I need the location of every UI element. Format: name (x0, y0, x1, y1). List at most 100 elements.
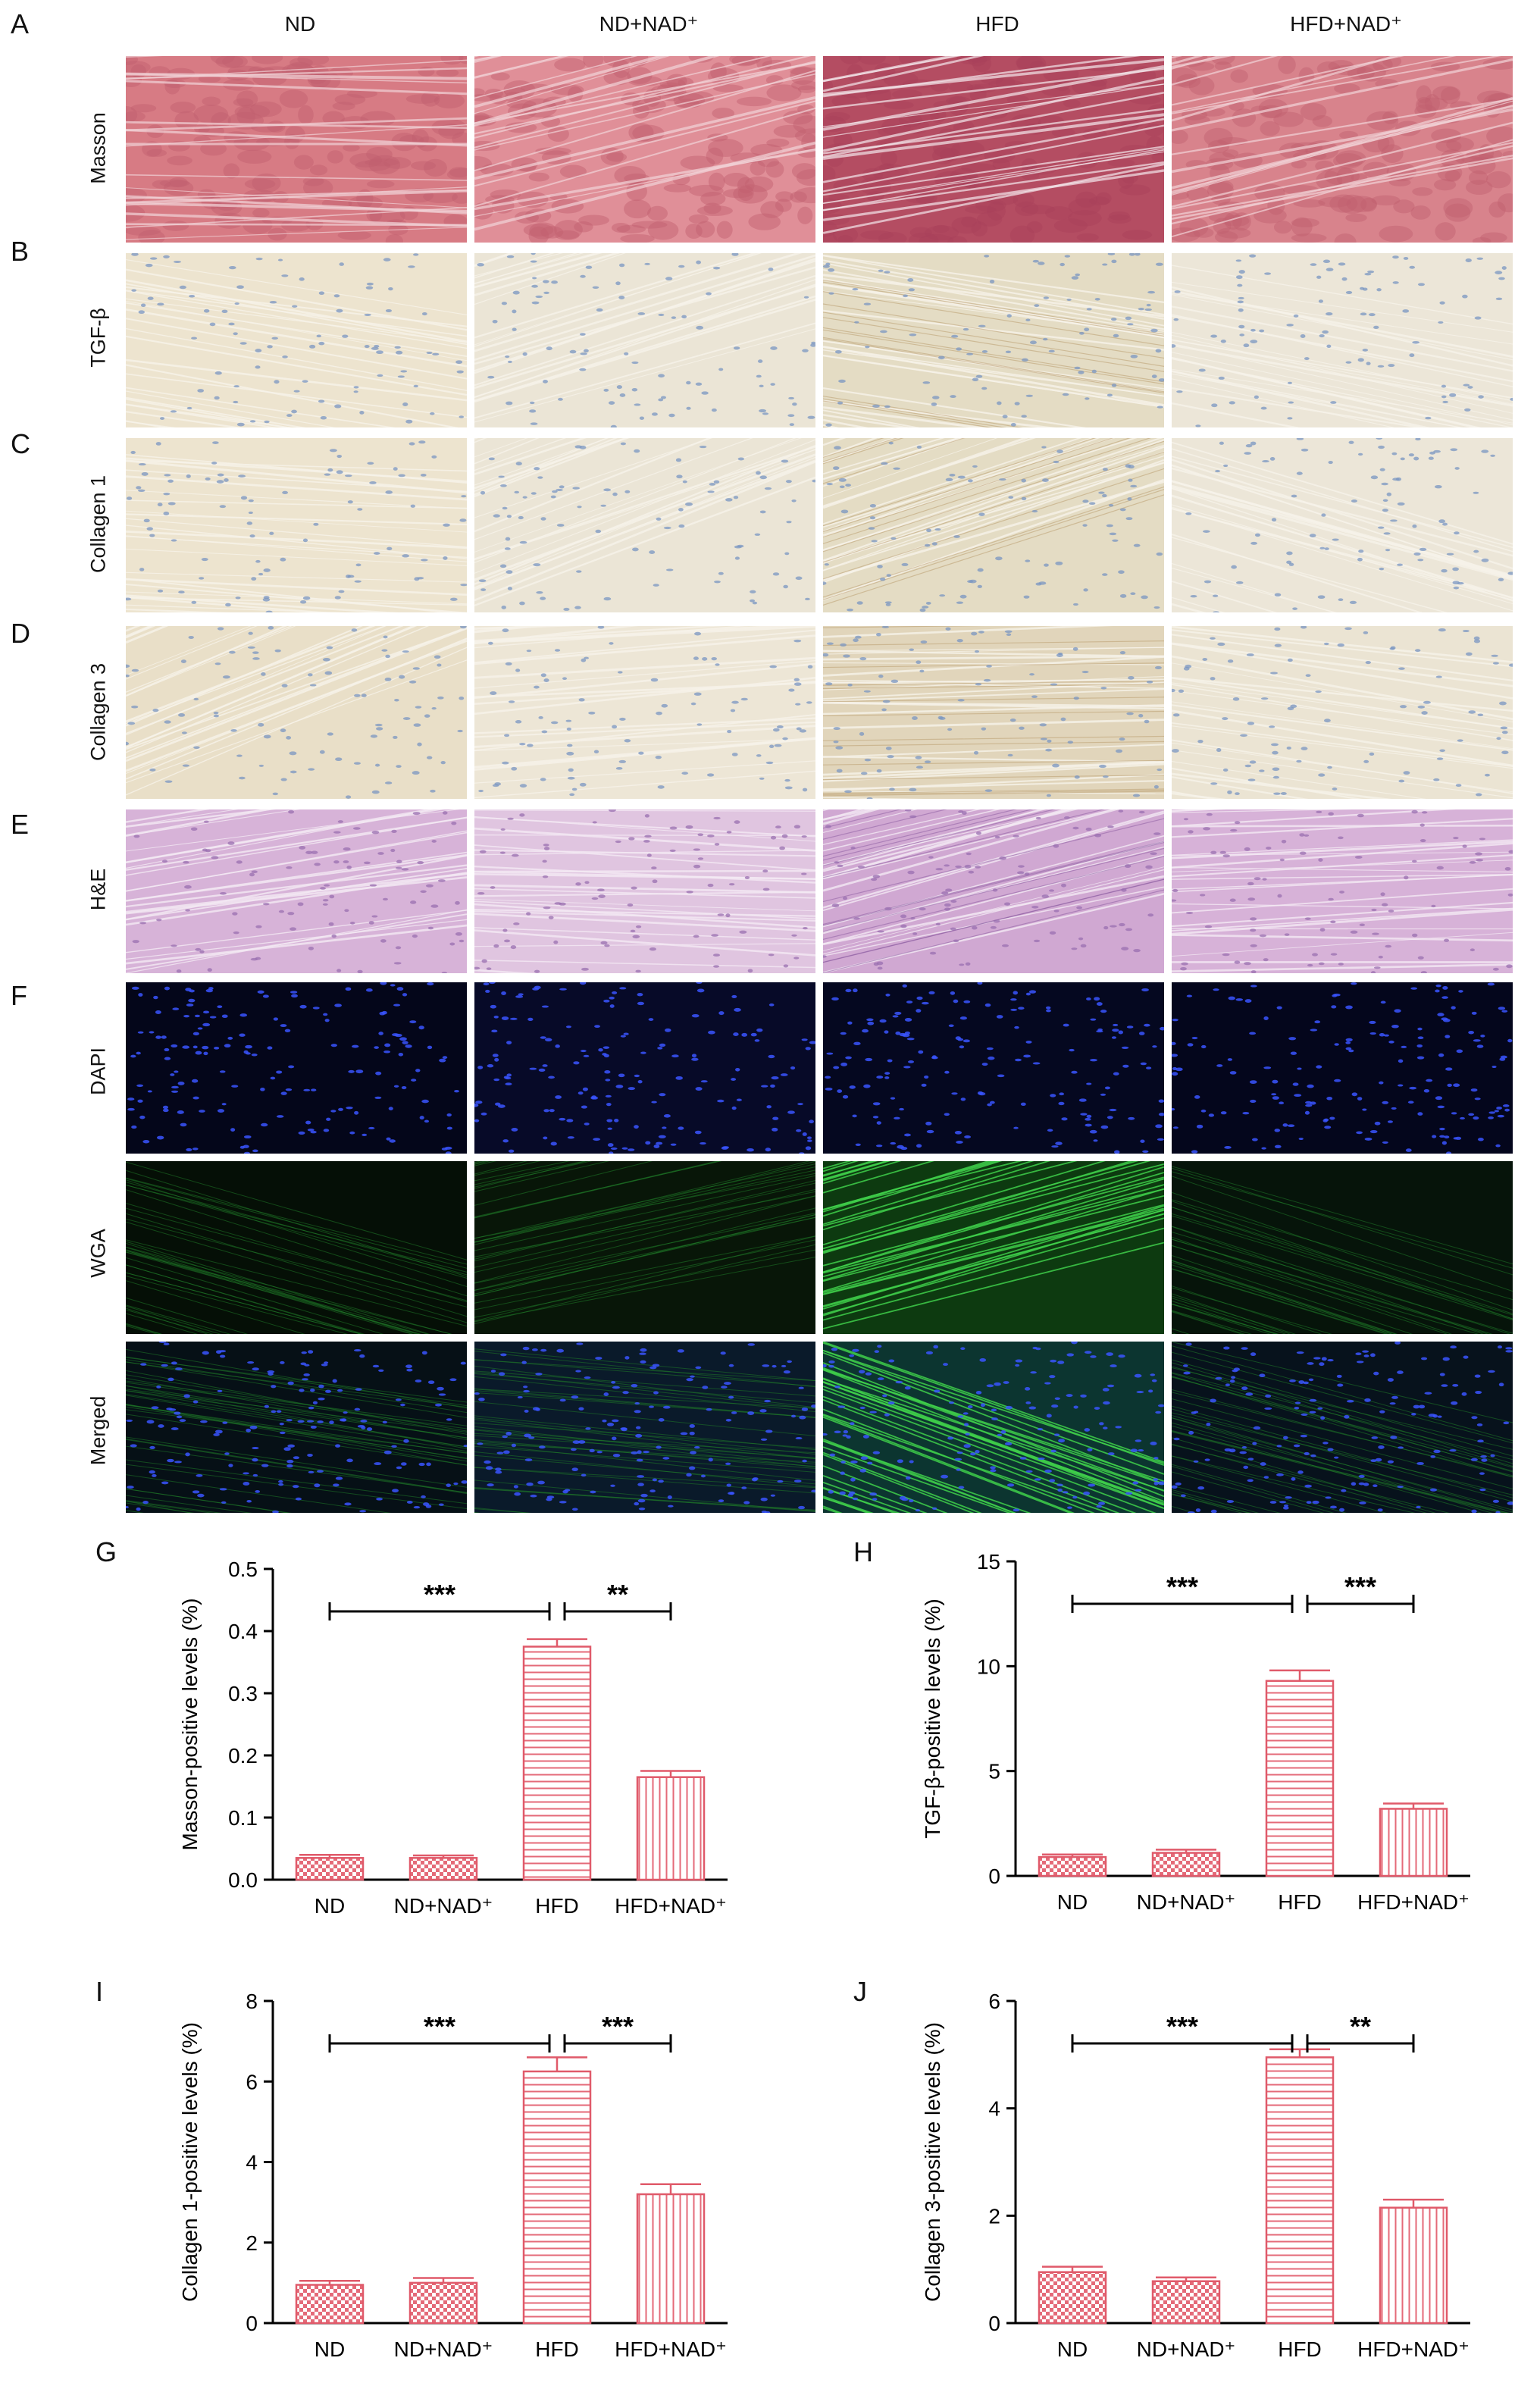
panel-letter-g: G (95, 1536, 117, 1567)
significance-label-0: *** (1166, 2011, 1198, 2042)
row-label-he: H&E (86, 868, 110, 911)
x-tick-label: ND+NAD⁺ (394, 2337, 493, 2361)
error-bar-0 (1042, 1853, 1103, 1858)
micrograph-ihc-4 (1172, 253, 1513, 427)
y-axis-label: Masson-positive levels (%) (178, 1598, 202, 1851)
error-bar-1 (413, 1854, 474, 1858)
micrograph-wga-3 (823, 1161, 1164, 1334)
y-axis-label: Collagen 1-positive levels (%) (178, 2022, 202, 2302)
panel-letter-e: E (11, 809, 30, 840)
x-tick-label: ND (315, 2337, 345, 2361)
micrograph-image (474, 56, 815, 243)
micrograph-image (474, 1161, 815, 1334)
y-tick-label: 6 (988, 1990, 1000, 2013)
y-tick-label: 15 (977, 1550, 1000, 1573)
micrograph-image (126, 626, 467, 799)
micrograph-image (1172, 1161, 1513, 1334)
error-bar-0 (299, 1853, 360, 1858)
micrograph-image (823, 56, 1164, 243)
x-tick-label: ND+NAD⁺ (394, 1894, 493, 1918)
y-axis-label: Collagen 3-positive levels (%) (921, 2022, 944, 2302)
y-tick-label: 4 (246, 2151, 258, 2175)
y-axis-label: TGF-β-positive levels (%) (921, 1598, 944, 1838)
micrograph-masson-4 (1172, 56, 1513, 243)
significance-label-1: ** (1350, 2011, 1371, 2042)
error-bar-0 (299, 2279, 360, 2285)
significance-label-1: *** (602, 2011, 634, 2042)
column-header-nd-nad: ND+NAD⁺ (599, 12, 699, 36)
bar-1 (408, 1857, 478, 1881)
x-tick-label: HFD (535, 2337, 579, 2361)
bar-3 (636, 1776, 706, 1881)
micrograph-ihc-1 (126, 438, 467, 612)
micrograph-ihc3-2 (474, 626, 815, 799)
bar-0 (295, 2284, 365, 2325)
chart-i-collagen-1: 0 2 4 6 8 Collagen 1-positive levels (%) ND ND+… (152, 1986, 758, 2380)
panel-letter-a: A (11, 8, 30, 39)
micrograph-ihc-3 (823, 438, 1164, 612)
error-bar-2 (1269, 2048, 1330, 2058)
chart-j-collagen-3: 0 2 4 6 Collagen 3-positive levels (%) ND ND+N… (894, 1986, 1501, 2380)
micrograph-masson-3 (823, 56, 1164, 243)
y-tick-label: 0.4 (228, 1620, 258, 1643)
row-label-merged: Merged (86, 1395, 110, 1466)
micrograph-ihc-3 (823, 253, 1164, 427)
y-tick-label: 0.2 (228, 1744, 258, 1768)
column-header-hfd: HFD (975, 12, 1019, 36)
bar-3 (1379, 1808, 1448, 1877)
x-tick-label: ND+NAD⁺ (1137, 1890, 1236, 1914)
x-tick-label: ND (1057, 1890, 1088, 1914)
error-bar-2 (1269, 1669, 1330, 1681)
panel-letter-d: D (11, 618, 30, 649)
bar-3 (1379, 2206, 1448, 2325)
bar-1 (408, 2281, 478, 2325)
x-tick-label: HFD+NAD⁺ (615, 1894, 727, 1918)
chart-g-masson: 0.0 0.1 0.2 0.3 0.4 0.5 Masson-positive levels… (152, 1546, 758, 1955)
significance-bracket-1 (1306, 2034, 1415, 2053)
significance-bracket-0 (328, 1602, 551, 1620)
micrograph-ihc-2 (474, 438, 815, 612)
bar-3 (636, 2193, 706, 2325)
y-tick-label: 0.5 (228, 1558, 258, 1581)
micrograph-image (474, 809, 815, 973)
error-bar-3 (640, 1770, 701, 1777)
y-tick-label: 0 (988, 2312, 1000, 2335)
micrograph-image (1172, 626, 1513, 799)
error-bar-3 (1383, 1802, 1444, 1809)
x-tick-label: HFD (535, 1894, 579, 1918)
micrograph-merged-1 (126, 1342, 467, 1513)
column-header-nd: ND (284, 12, 316, 36)
error-bar-1 (413, 2277, 474, 2283)
bar-1 (1151, 1852, 1221, 1877)
chart-h-tgf-beta: 0 5 10 15 TGF-β-positive levels (%) ND ND+NAD⁺… (894, 1546, 1501, 1955)
micrograph-wga-1 (126, 1161, 467, 1334)
column-header-hfd-nad: HFD+NAD⁺ (1290, 12, 1402, 36)
micrograph-image (474, 438, 815, 612)
micrograph-image (474, 1342, 815, 1513)
micrograph-merged-3 (823, 1342, 1164, 1513)
micrograph-merged-4 (1172, 1342, 1513, 1513)
micrograph-dapi-4 (1172, 982, 1513, 1154)
micrograph-ihc-2 (474, 253, 815, 427)
micrograph-image (126, 809, 467, 973)
y-tick-label: 2 (988, 2204, 1000, 2228)
micrograph-image (474, 626, 815, 799)
x-tick-label: ND+NAD⁺ (1137, 2337, 1236, 2361)
micrograph-image (823, 253, 1164, 427)
y-tick-label: 0 (988, 1865, 1000, 1888)
micrograph-image (126, 982, 467, 1154)
y-tick-label: 0 (246, 2312, 258, 2335)
error-bar-0 (1042, 2265, 1103, 2272)
micrograph-ihc-4 (1172, 438, 1513, 612)
micrograph-ihc3-3 (823, 626, 1164, 799)
micrograph-image (1172, 809, 1513, 973)
y-tick-label: 10 (977, 1655, 1000, 1678)
significance-label-0: *** (424, 1579, 455, 1610)
x-tick-label: HFD+NAD⁺ (1357, 1890, 1470, 1914)
y-tick-label: 0.3 (228, 1682, 258, 1705)
x-tick-label: HFD (1278, 2337, 1322, 2361)
row-label-collagen-1: Collagen 1 (86, 474, 110, 574)
row-label-dapi: DAPI (86, 1047, 110, 1096)
y-tick-label: 0.0 (228, 1868, 258, 1892)
row-label-masson: Masson (86, 112, 110, 184)
